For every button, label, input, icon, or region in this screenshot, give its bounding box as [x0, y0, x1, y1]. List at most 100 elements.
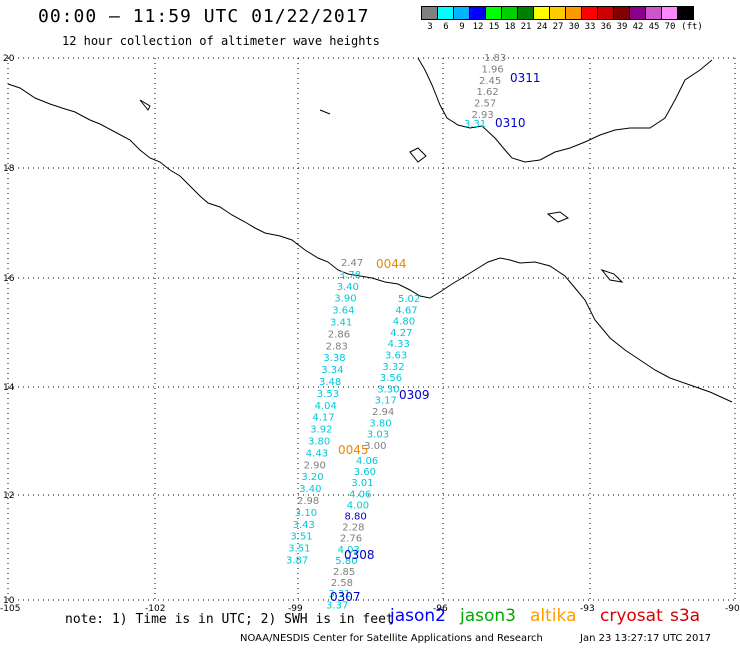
- wave-height-value: 4.00: [347, 500, 369, 511]
- pass-label: 0311: [510, 71, 541, 85]
- wave-height-value: 4.06: [349, 489, 371, 500]
- longitude-label: -102: [145, 604, 165, 614]
- wave-height-value: 2.86: [328, 329, 350, 340]
- wave-height-value: 3.00: [364, 441, 386, 452]
- wave-height-value: 2.90: [304, 460, 326, 471]
- scale-label: (ft): [681, 22, 703, 32]
- wave-height-value: 1.83: [484, 53, 506, 64]
- wave-height-value: 3.64: [332, 306, 354, 317]
- scale-label: 30: [568, 22, 580, 32]
- wave-height-value: 3.53: [317, 389, 339, 400]
- pass-label: 0044: [376, 257, 407, 271]
- pass-label: 0307: [330, 590, 361, 604]
- coastline: [7, 57, 733, 403]
- wave-height-value: 2.94: [372, 407, 394, 418]
- scale-label: 21: [520, 22, 532, 32]
- legend-item-s3a: s3a: [670, 606, 701, 626]
- pass-label: 0310: [495, 116, 526, 130]
- latitude-label: 10: [3, 596, 15, 606]
- wave-height-value: 5.02: [398, 294, 420, 305]
- scale-label: 42: [632, 22, 644, 32]
- wave-height-value: 4.27: [390, 328, 412, 339]
- scale-label: 12: [472, 22, 484, 32]
- longitude-label: -90: [725, 604, 740, 614]
- wave-height-value: 4.06: [356, 456, 378, 467]
- island-5: [319, 109, 331, 115]
- wave-height-value: 3.40: [337, 282, 359, 293]
- wave-height-value: 2.85: [333, 567, 355, 578]
- scale-label: 9: [459, 22, 465, 32]
- scale-label: 39: [616, 22, 628, 32]
- wave-height-value: 4.03: [338, 545, 360, 556]
- wave-height-value: 3.51: [288, 544, 310, 555]
- wave-height-value: 2.47: [341, 258, 363, 269]
- wave-height-value: 1.62: [477, 87, 499, 98]
- wave-height-value: 3.40: [299, 484, 321, 495]
- footnote: note: 1) Time is in UTC; 2) SWH is in fe…: [65, 612, 394, 627]
- wave-height-value: 3.17: [375, 396, 397, 407]
- wave-height-value: 3.03: [367, 430, 389, 441]
- latitude-label: 20: [3, 54, 15, 64]
- scale-label: 36: [600, 22, 612, 32]
- island-3: [600, 268, 624, 283]
- page-subtitle: 12 hour collection of altimeter wave hei…: [62, 34, 380, 48]
- wave-height-value: 3.51: [290, 532, 312, 543]
- wave-height-value: 2.45: [479, 76, 501, 87]
- pass-label: 0309: [399, 388, 430, 402]
- wave-height-value: 2.58: [331, 578, 353, 589]
- scale-label: 33: [584, 22, 596, 32]
- wave-height-value: 3.31: [464, 119, 486, 130]
- scale-label: 27: [552, 22, 564, 32]
- lat-lon-grid: [7, 57, 736, 601]
- island-2: [546, 211, 570, 223]
- wave-height-color-scale: [421, 6, 694, 20]
- pass-label: 0045: [338, 443, 369, 457]
- legend-item-jason3: jason3: [460, 606, 516, 626]
- coastline-mexico-pacific: [7, 83, 733, 403]
- wave-height-value: 2.57: [474, 99, 496, 110]
- wave-height-value: 3.32: [382, 362, 404, 373]
- wave-height-value: 2.76: [340, 534, 362, 545]
- wave-height-value: 3.38: [323, 353, 345, 364]
- wave-height-value: 3.63: [385, 351, 407, 362]
- axis-labels: -105 -102 -99 -96 -93 -90 20 18 16 14 12 10: [0, 54, 740, 614]
- wave-height-value: 3.87: [286, 556, 308, 567]
- latitude-label: 12: [3, 491, 14, 501]
- latitude-label: 16: [3, 274, 15, 284]
- credit-line: NOAA/NESDIS Center for Satellite Applica…: [240, 633, 543, 644]
- scale-swatch: [677, 6, 694, 20]
- legend-item-cryosat: cryosat: [600, 606, 663, 626]
- latitude-label: 14: [3, 383, 15, 393]
- wave-height-value: 4.17: [312, 413, 334, 424]
- wave-height-value: 3.56: [380, 373, 402, 384]
- wave-height-value: 3.80: [308, 437, 330, 448]
- wave-height-value: 2.83: [326, 341, 348, 352]
- wave-height-value: 3.60: [354, 467, 376, 478]
- scale-label: 24: [536, 22, 548, 32]
- wave-height-value: 3.92: [310, 425, 332, 436]
- island-4: [139, 99, 151, 111]
- scale-label: 6: [443, 22, 449, 32]
- wave-height-value: 4.80: [393, 317, 415, 328]
- wave-height-value: 3.90: [334, 294, 356, 305]
- pass-label: 0308: [344, 548, 375, 562]
- wave-height-value: 3.31: [328, 589, 350, 600]
- wave-height-value: 4.04: [315, 401, 337, 412]
- coastline-gulf: [417, 57, 713, 163]
- wave-height-value: 3.43: [293, 520, 315, 531]
- wave-height-value: 4.43: [306, 448, 328, 459]
- wave-height-value: 1.96: [482, 64, 504, 75]
- wave-height-value: 3.10: [295, 508, 317, 519]
- latitude-label: 18: [3, 164, 15, 174]
- legend-item-altika: altika: [530, 606, 577, 626]
- wave-height-value: 3.48: [319, 377, 341, 388]
- wave-height-value: 2.98: [297, 496, 319, 507]
- wave-height-value: 3.34: [321, 365, 343, 376]
- wave-height-value: 4.33: [388, 339, 410, 350]
- wave-height-readings: 1.831.962.451.622.572.933.312.473.783.40…: [286, 53, 506, 611]
- wave-height-value: 3.78: [339, 270, 361, 281]
- wave-height-value: 3.20: [301, 472, 323, 483]
- wave-height-value: 3.01: [351, 478, 373, 489]
- wave-height-value: 2.28: [342, 523, 364, 534]
